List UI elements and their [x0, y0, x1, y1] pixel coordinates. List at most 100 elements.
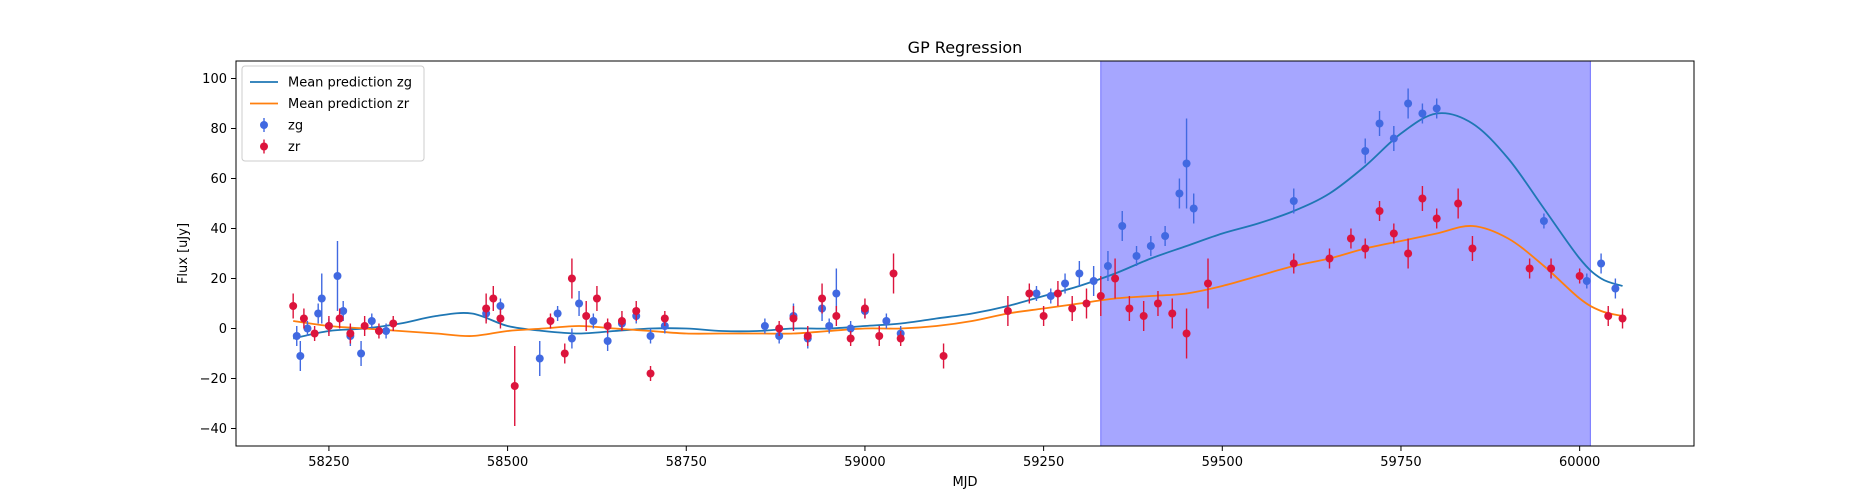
y-tick-label: 60: [210, 172, 227, 187]
data-point: [582, 312, 591, 320]
data-point: [1089, 277, 1098, 285]
data-point: [1361, 244, 1370, 253]
data-point: [1525, 264, 1534, 273]
data-point: [1082, 299, 1091, 308]
data-point: [360, 322, 369, 330]
mean-prediction-line-zr: [293, 225, 1623, 337]
data-point: [889, 269, 898, 278]
legend-marker-swatch: [260, 142, 268, 151]
data-point: [1375, 119, 1384, 128]
data-point: [546, 317, 555, 325]
data-point: [1003, 307, 1012, 315]
y-tick-label: 0: [219, 322, 227, 337]
plot-area-frame: [235, 60, 1695, 447]
data-point: [1046, 292, 1055, 300]
data-point: [825, 322, 834, 330]
chart-title: GP Regression: [908, 38, 1023, 57]
data-point: [1418, 109, 1427, 118]
x-tick-label: 60000: [1559, 455, 1600, 470]
data-point: [1582, 277, 1591, 285]
data-point: [1075, 269, 1084, 278]
data-point: [1161, 232, 1170, 240]
x-axis-label: MJD: [952, 475, 977, 490]
data-point: [803, 332, 812, 340]
data-point: [292, 332, 301, 340]
data-point: [1611, 284, 1620, 293]
data-point: [357, 349, 366, 358]
data-point: [1182, 159, 1191, 168]
data-point: [603, 337, 612, 345]
data-point: [846, 324, 855, 333]
data-point: [374, 327, 383, 335]
data-point: [1175, 189, 1184, 198]
data-point: [1454, 199, 1463, 208]
x-tick-label: 59250: [1023, 455, 1064, 470]
legend-marker-swatch: [260, 121, 268, 129]
data-point: [1168, 309, 1177, 318]
data-point: [303, 324, 312, 333]
data-point: [1346, 234, 1355, 243]
data-point: [603, 322, 612, 330]
data-point: [333, 272, 342, 280]
data-point: [1289, 259, 1298, 268]
x-tick-label: 58750: [666, 455, 707, 470]
data-point: [1375, 207, 1384, 215]
data-point: [496, 302, 505, 310]
data-point: [1096, 292, 1105, 300]
data-point: [846, 334, 855, 343]
legend-label: Mean prediction zr: [288, 97, 410, 112]
data-point: [1361, 147, 1370, 155]
data-point: [1153, 299, 1162, 308]
legend: Mean prediction zg Mean prediction zr zg zr: [241, 65, 425, 162]
data-point: [335, 314, 344, 323]
data-point: [1547, 264, 1556, 273]
x-tick-label: 58500: [487, 455, 528, 470]
data-point: [367, 317, 376, 325]
x-tick-label: 58250: [308, 455, 349, 470]
data-point: [289, 302, 298, 310]
data-point: [896, 334, 905, 343]
data-point: [1132, 252, 1141, 260]
data-point: [1182, 329, 1191, 338]
data-point: [1103, 262, 1112, 270]
data-point: [1575, 272, 1584, 280]
x-tick-label: 59750: [1380, 455, 1421, 470]
data-point: [1404, 99, 1413, 108]
data-point: [567, 274, 576, 283]
data-point: [832, 289, 841, 298]
data-point: [1146, 242, 1155, 250]
data-point: [560, 349, 569, 358]
legend-label: Mean prediction zg: [288, 76, 412, 91]
data-point: [296, 352, 305, 360]
data-point: [1032, 289, 1041, 298]
data-point: [339, 307, 348, 315]
y-tick-label: −40: [200, 422, 227, 437]
data-point: [1189, 204, 1198, 213]
data-point: [1604, 312, 1613, 320]
data-point: [382, 327, 391, 335]
data-point: [1432, 214, 1441, 223]
x-tick-label: 59000: [844, 455, 885, 470]
data-point: [1061, 279, 1070, 288]
data-point: [1597, 259, 1606, 268]
y-tick-label: 40: [210, 222, 227, 237]
legend-label: zg: [288, 119, 303, 134]
data-point: [575, 299, 584, 308]
data-point: [1111, 274, 1120, 283]
mean-prediction-layer: [292, 112, 1623, 340]
data-point: [489, 294, 498, 303]
data-point: [818, 294, 827, 303]
data-point: [1468, 244, 1477, 253]
data-point: [1068, 304, 1077, 313]
data-point: [1404, 249, 1413, 258]
data-point: [1204, 279, 1212, 288]
data-point: [860, 304, 869, 313]
data-point: [632, 307, 641, 315]
data-point: [1389, 134, 1398, 143]
axis-ticks-layer: 58250 58500 58750 59000 59250 59500 59750 60000…: [200, 72, 1601, 470]
data-point: [1539, 217, 1548, 225]
data-point: [310, 329, 319, 338]
data-point: [1025, 289, 1034, 298]
data-point: [1125, 304, 1134, 313]
data-point: [482, 304, 491, 313]
